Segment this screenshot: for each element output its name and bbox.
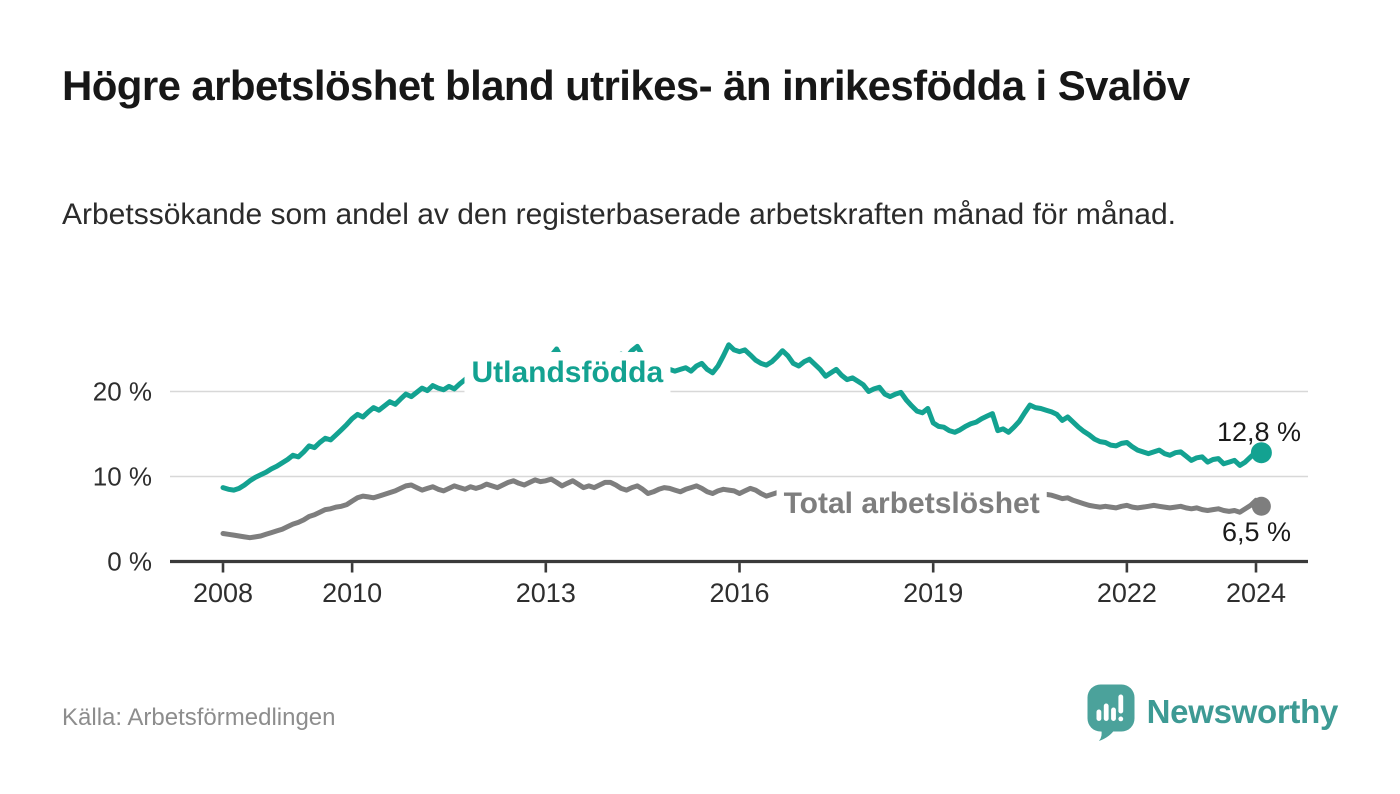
series-label: Total arbetslöshet (784, 487, 1040, 520)
logo-bar-1 (1096, 709, 1101, 721)
brand-lockup: Newsworthy (1086, 683, 1338, 741)
logo-exclamation-dot (1118, 716, 1123, 722)
series-end-value-label: 12,8 % (1217, 417, 1301, 447)
logo-bar-2 (1103, 703, 1109, 721)
logo-bar-3 (1110, 707, 1116, 721)
series-end-value-label: 6,5 % (1222, 517, 1291, 547)
page-title: Högre arbetslöshet bland utrikes- än inr… (62, 62, 1190, 109)
x-tick-label: 2013 (516, 578, 576, 608)
series-label-backing (464, 352, 671, 394)
chart-subtitle: Arbetssökande som andel av den registerb… (62, 198, 1176, 231)
y-tick-label: 10 % (93, 462, 152, 492)
x-tick-label: 2019 (903, 578, 963, 608)
brand-name: Newsworthy (1146, 693, 1339, 730)
x-tick-label: 2010 (322, 578, 382, 608)
logo-bubble-tail (1098, 729, 1115, 741)
x-tick-label: 2022 (1097, 578, 1157, 608)
x-tick-label: 2016 (709, 578, 769, 608)
series-label-backing (776, 482, 1047, 524)
newsworthy-logo-icon (1087, 684, 1135, 741)
source-note: Källa: Arbetsförmedlingen (62, 704, 336, 731)
series-label: Utlandsfödda (471, 356, 663, 389)
series-end-dot (1250, 442, 1272, 464)
y-tick-label: 20 % (93, 377, 152, 407)
logo-bubble (1087, 684, 1135, 732)
x-tick-label: 2024 (1226, 578, 1286, 608)
series-line-total-arbetsloshet (220, 476, 1264, 541)
logo-exclamation-bar (1118, 694, 1123, 714)
y-tick-label: 0 % (107, 547, 152, 577)
x-tick-label: 2008 (193, 578, 253, 608)
series-line-utlandsfodda (220, 342, 1264, 493)
series-end-dot (1251, 496, 1271, 516)
